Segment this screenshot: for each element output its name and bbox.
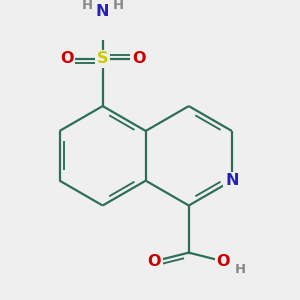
Text: H: H	[235, 263, 246, 276]
Text: H: H	[112, 0, 124, 12]
Text: O: O	[216, 254, 230, 269]
Text: N: N	[225, 173, 238, 188]
Text: N: N	[96, 4, 110, 19]
Text: O: O	[148, 254, 161, 269]
Text: H: H	[82, 0, 93, 12]
Text: O: O	[60, 51, 74, 66]
Text: S: S	[97, 51, 108, 66]
Text: O: O	[132, 51, 146, 66]
